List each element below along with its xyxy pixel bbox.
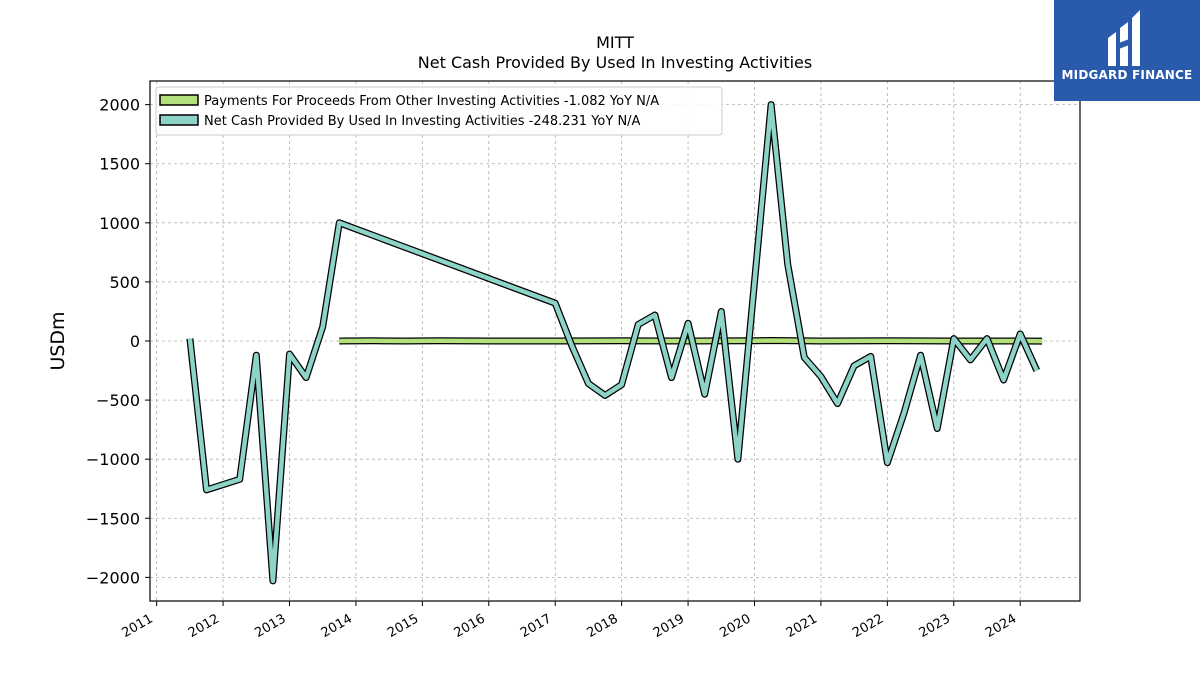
y-tick-label: 500 <box>109 273 140 292</box>
brand-name: MIDGARD FINANCE <box>1061 68 1193 82</box>
chart-subtitle: Net Cash Provided By Used In Investing A… <box>418 53 812 72</box>
y-tick-label: −1500 <box>86 509 140 528</box>
legend-label-0: Payments For Proceeds From Other Investi… <box>204 94 659 109</box>
x-tick-label: 2019 <box>651 611 687 641</box>
y-tick-label: 1000 <box>99 214 140 233</box>
legend-box <box>155 86 723 136</box>
series-line-1 <box>187 102 1039 584</box>
x-tick-label: 2016 <box>452 611 488 641</box>
series-lines <box>186 101 1043 585</box>
y-tick-label: −500 <box>96 391 140 410</box>
x-tick-label: 2022 <box>850 611 886 641</box>
y-tick-label: 0 <box>130 332 140 351</box>
y-axis-label: USDm <box>47 311 69 370</box>
chart-title: MITT <box>596 33 634 52</box>
series-line-0 <box>339 338 1043 344</box>
x-tick-label: 2015 <box>385 611 421 641</box>
x-tick-label: 2012 <box>186 611 222 641</box>
legend-swatch-1 <box>159 114 199 126</box>
brand-logo: MIDGARD FINANCE <box>1054 0 1200 101</box>
x-tick-label: 2020 <box>717 611 753 641</box>
legend-label-1: Net Cash Provided By Used In Investing A… <box>204 114 641 129</box>
x-tick-label: 2014 <box>319 611 355 641</box>
x-tick-label: 2011 <box>119 611 155 641</box>
x-tick-label: 2021 <box>784 611 820 641</box>
legend: Payments For Proceeds From Other Investi… <box>155 86 723 136</box>
x-tick-label: 2013 <box>252 611 288 641</box>
y-axis: 2000 1500 1000 500 0 −500 −1000 −1500 −2000 <box>86 96 150 587</box>
x-tick-label: 2023 <box>917 611 953 641</box>
legend-swatch-0 <box>159 94 199 106</box>
y-tick-label: 2000 <box>99 96 140 115</box>
x-tick-label: 2018 <box>584 611 620 641</box>
x-tick-label: 2024 <box>983 611 1019 641</box>
y-tick-label: 1500 <box>99 155 140 174</box>
y-tick-label: −2000 <box>86 568 140 587</box>
x-axis: 2011 2012 2013 2014 2015 2016 2017 2018 2019 2020… <box>119 601 1021 641</box>
midgard-logo-icon <box>1108 10 1140 66</box>
y-tick-label: −1000 <box>86 450 140 469</box>
x-tick-label: 2017 <box>518 611 554 641</box>
